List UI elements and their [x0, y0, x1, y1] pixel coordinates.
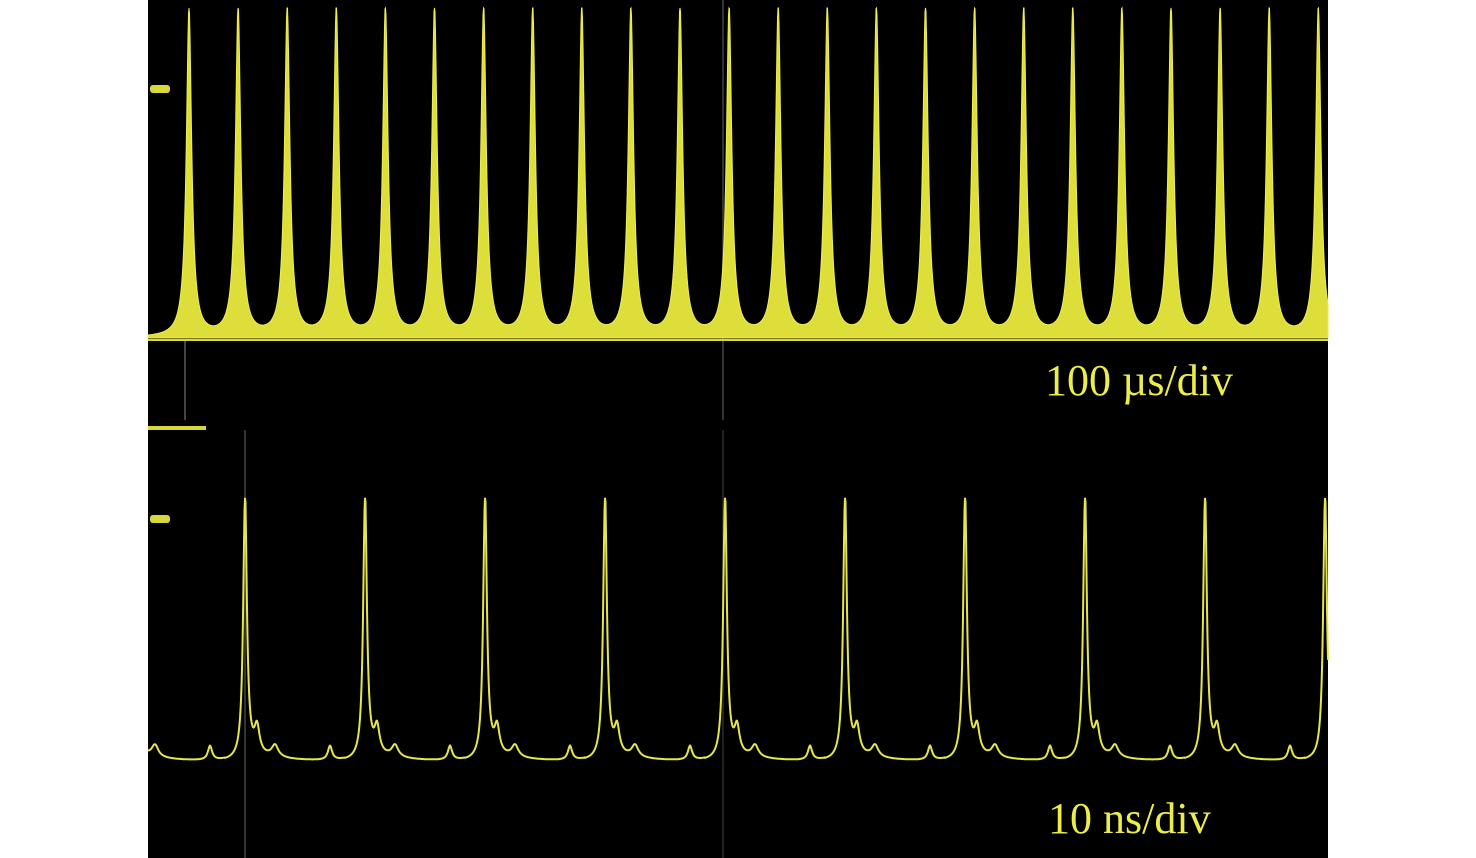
- timebase-label: 100 µs/div: [1045, 356, 1233, 405]
- screen: [148, 0, 1328, 858]
- marker: [148, 426, 206, 430]
- pulse-train-trace: [147, 6, 1329, 339]
- timebase-label: 10 ns/div: [1048, 794, 1211, 843]
- pulse-detail-trace: [148, 497, 1329, 761]
- channel-marker: [150, 85, 170, 93]
- channel-marker: [150, 515, 170, 523]
